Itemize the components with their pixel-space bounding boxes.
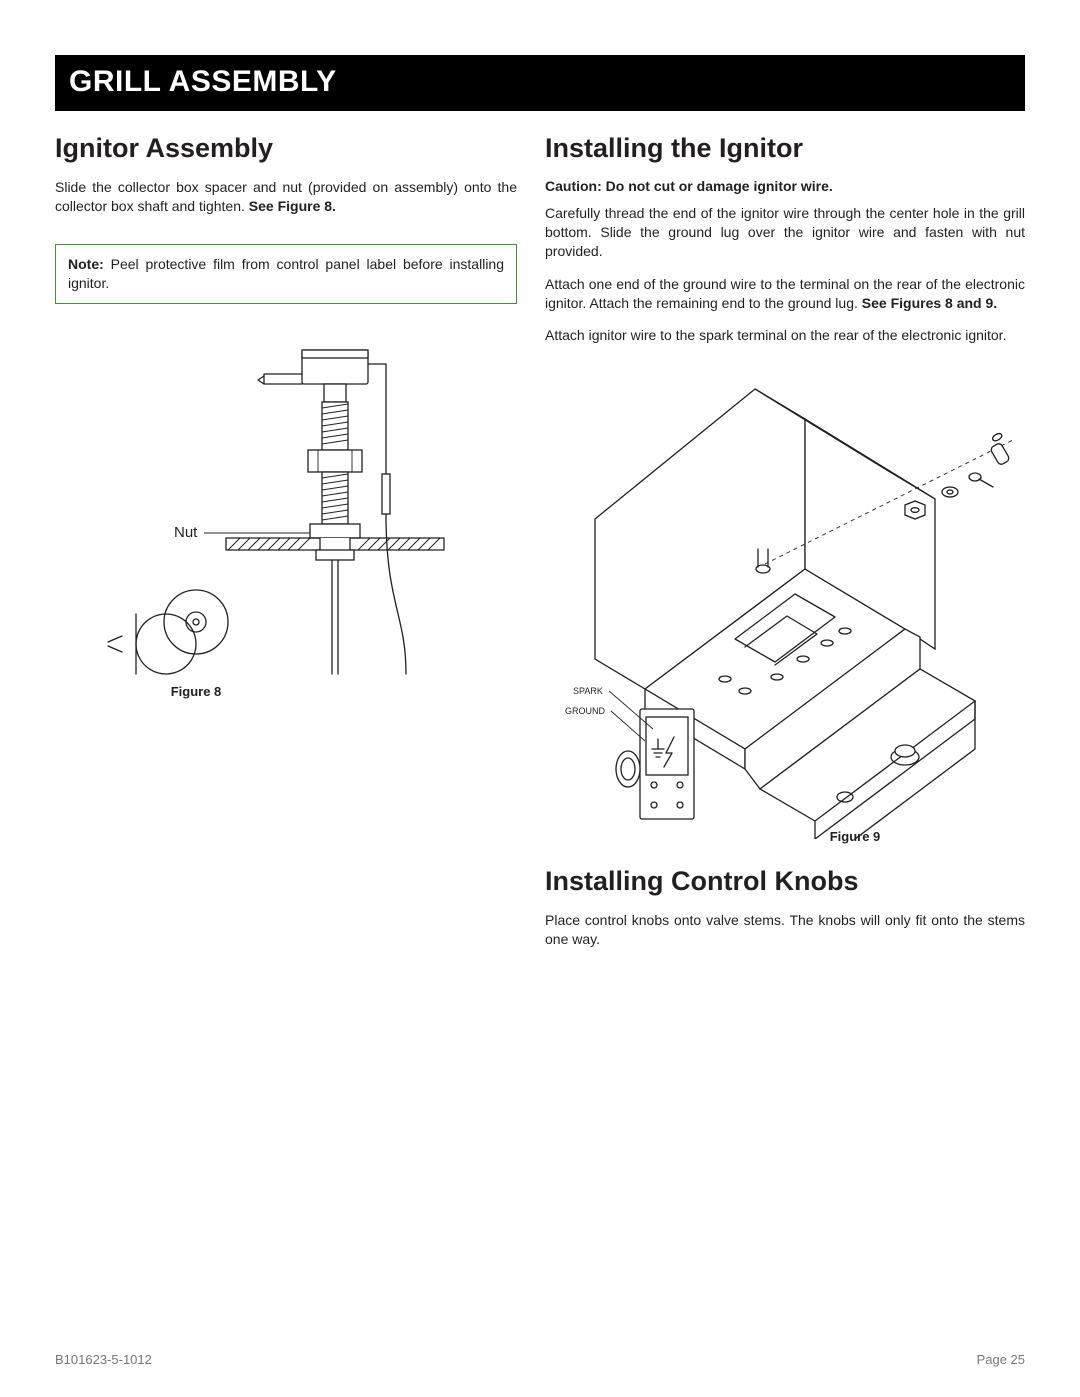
two-column-layout: Ignitor Assembly Slide the collector box… (55, 123, 1025, 963)
figure-8: Nut Figure (55, 344, 517, 699)
installing-knobs-heading: Installing Control Knobs (545, 866, 1025, 897)
ignitor-assembly-heading: Ignitor Assembly (55, 133, 517, 164)
spark-label: SPARK (573, 686, 603, 696)
ground-label: GROUND (565, 706, 605, 716)
note-box: Note: Peel protective film from control … (55, 244, 517, 304)
nut-label: Nut (174, 524, 198, 541)
installing-ignitor-p1: Carefully thread the end of the ignitor … (545, 204, 1025, 261)
see-figures-8-9: See Figures 8 and 9. (862, 295, 997, 311)
caution-line: Caution: Do not cut or damage ignitor wi… (545, 178, 1025, 194)
thread-segment-1 (322, 402, 348, 450)
footer-doc-id: B101623-5-1012 (55, 1352, 152, 1367)
figure-9-caption: Figure 9 (830, 829, 881, 844)
installing-ignitor-p2: Attach one end of the ground wire to the… (545, 275, 1025, 313)
note-text: Peel protective film from control panel … (68, 256, 504, 291)
right-column: Installing the Ignitor Caution: Do not c… (545, 123, 1025, 963)
figure-9: SPARK GROUND Figure 9 (545, 369, 1025, 844)
figure-8-caption: Figure 8 (171, 684, 222, 699)
figure-8-drawing: Nut (86, 344, 486, 724)
installing-ignitor-p3: Attach ignitor wire to the spark termina… (545, 326, 1025, 345)
note-label: Note: (68, 256, 111, 272)
footer-page-number: Page 25 (977, 1352, 1025, 1367)
ignitor-assembly-body: Slide the collector box spacer and nut (… (55, 178, 517, 216)
figure-9-drawing: SPARK GROUND (545, 369, 1025, 839)
see-figure-8: See Figure 8. (249, 198, 336, 214)
installing-knobs-body: Place control knobs onto valve stems. Th… (545, 911, 1025, 949)
left-column: Ignitor Assembly Slide the collector box… (55, 123, 517, 963)
installing-ignitor-heading: Installing the Ignitor (545, 133, 1025, 164)
section-banner: GRILL ASSEMBLY (55, 55, 1025, 111)
page: GRILL ASSEMBLY Ignitor Assembly Slide th… (0, 0, 1080, 1397)
